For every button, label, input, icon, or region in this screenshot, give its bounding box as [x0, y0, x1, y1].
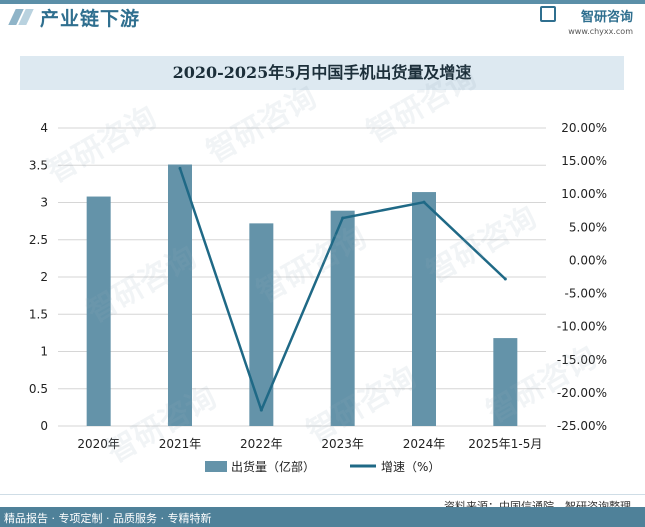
footer-divider	[0, 494, 645, 495]
bar	[412, 192, 436, 426]
left-axis-ticks: 0 0.5 1 1.5 2 2.5 3 3.5 4	[29, 121, 48, 433]
bar	[330, 210, 355, 426]
bar	[493, 338, 518, 426]
brand-url: www.chyxx.com	[568, 27, 633, 36]
legend-bar-label: 出货量（亿部）	[231, 459, 315, 474]
left-tick-label: 4	[40, 121, 48, 135]
bar	[249, 223, 274, 426]
right-tick-label: -25.00%	[557, 419, 607, 433]
legend-bar-swatch	[205, 461, 227, 472]
right-tick-label: 0.00%	[569, 253, 607, 267]
chart-title: 2020-2025年5月中国手机出货量及增速	[172, 63, 472, 82]
left-tick-label: 1.5	[29, 307, 48, 321]
chart-title-box: 2020-2025年5月中国手机出货量及增速	[20, 56, 624, 90]
gridlines	[58, 127, 546, 427]
x-tick-label: 2022年	[240, 437, 283, 451]
left-tick-label: 2.5	[29, 233, 48, 247]
footer-bar	[0, 507, 645, 527]
left-tick-label: 1	[40, 345, 48, 359]
left-tick-label: 3	[40, 196, 48, 210]
bar	[168, 164, 192, 426]
bar-series	[86, 164, 518, 426]
right-tick-label: -15.00%	[557, 353, 607, 367]
x-tick-label: 2023年	[321, 437, 364, 451]
line-series	[178, 166, 507, 412]
right-tick-label: -20.00%	[557, 386, 607, 400]
line-point	[503, 277, 507, 281]
right-tick-label: 5.00%	[569, 220, 607, 234]
brand: 智研咨询 www.chyxx.com	[540, 6, 633, 36]
x-axis-ticks: 2020年 2021年 2022年 2023年 2024年 2025年1-5月	[77, 437, 542, 451]
legend-line-label: 增速（%）	[381, 460, 440, 474]
line-point	[259, 408, 263, 412]
line-point	[422, 200, 426, 204]
left-tick-label: 2	[40, 270, 48, 284]
right-tick-label: 10.00%	[561, 187, 607, 201]
bar	[86, 196, 111, 426]
header-band	[0, 0, 645, 4]
right-tick-label: -5.00%	[565, 287, 607, 301]
x-tick-label: 2021年	[159, 437, 202, 451]
left-tick-label: 0.5	[29, 382, 48, 396]
left-tick-label: 0	[40, 419, 48, 433]
brand-name: 智研咨询	[580, 10, 633, 25]
x-tick-label: 2020年	[77, 437, 120, 451]
left-tick-label: 3.5	[29, 158, 48, 172]
brand-logo-icon	[540, 6, 556, 22]
right-axis-ticks: -25.00% -20.00% -15.00% -10.00% -5.00% 0.00% 5…	[557, 121, 607, 433]
line-point	[178, 166, 182, 170]
footer-services: 精品报告 · 专项定制 · 品质服务 · 专精特新	[4, 512, 212, 525]
right-tick-label: 20.00%	[561, 121, 607, 135]
right-tick-label: -10.00%	[557, 320, 607, 334]
section-title: 产业链下游	[40, 8, 141, 30]
legend: 出货量（亿部） 增速（%）	[205, 459, 440, 474]
header: 产业链下游 智研咨询 www.chyxx.com	[0, 0, 645, 36]
footer: 资料来源：中国信通院、智研咨询整理 精品报告 · 专项定制 · 品质服务 · 专…	[0, 494, 645, 527]
x-tick-label: 2025年1-5月	[468, 437, 542, 451]
x-tick-label: 2024年	[403, 437, 446, 451]
right-tick-label: 15.00%	[561, 154, 607, 168]
line-point	[341, 216, 345, 220]
